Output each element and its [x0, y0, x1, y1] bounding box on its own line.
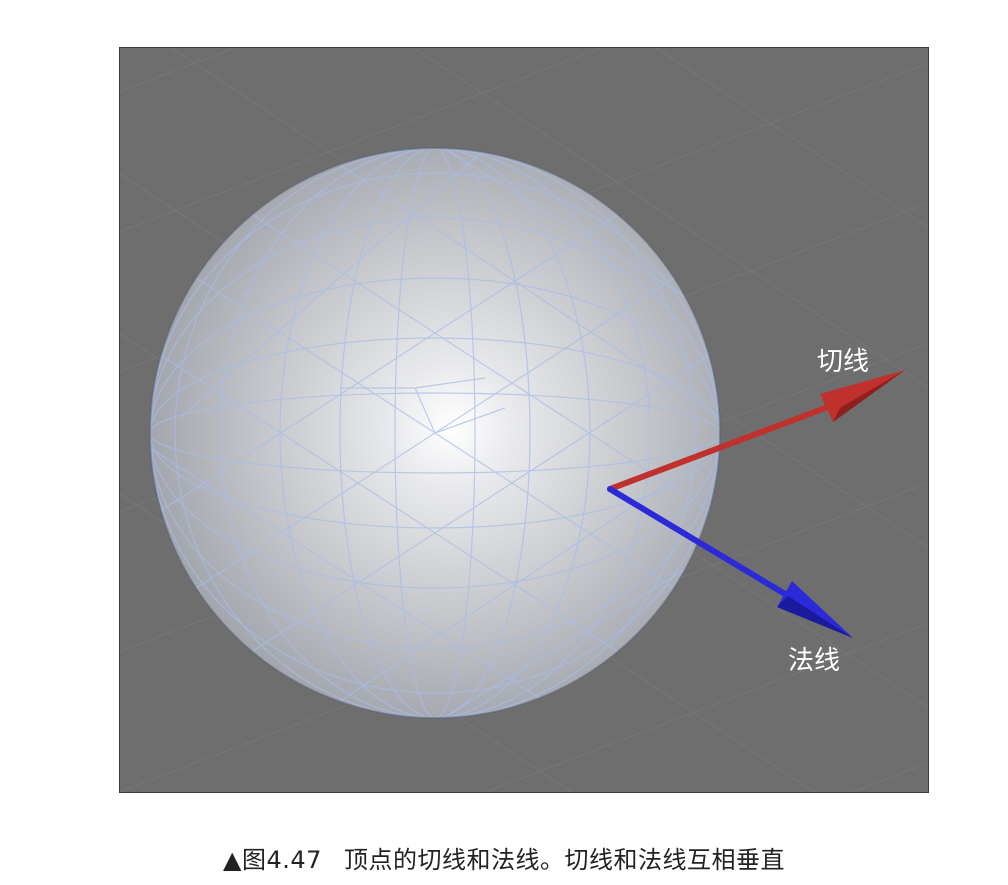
figure-caption: ▲图4.47 顶点的切线和法线。切线和法线互相垂直	[0, 840, 1008, 875]
caption-text: 顶点的切线和法线。切线和法线互相垂直	[343, 846, 785, 874]
normal-arrow	[607, 486, 853, 638]
normal-label: 法线	[788, 646, 840, 676]
sphere-diagram: 切线 法线	[120, 48, 928, 792]
caption-number: ▲图4.47	[223, 846, 322, 874]
figure-frame: 切线 法线	[119, 47, 929, 793]
sphere-outline	[149, 147, 721, 719]
tangent-arrow	[607, 370, 905, 492]
tangent-label: 切线	[817, 347, 869, 377]
